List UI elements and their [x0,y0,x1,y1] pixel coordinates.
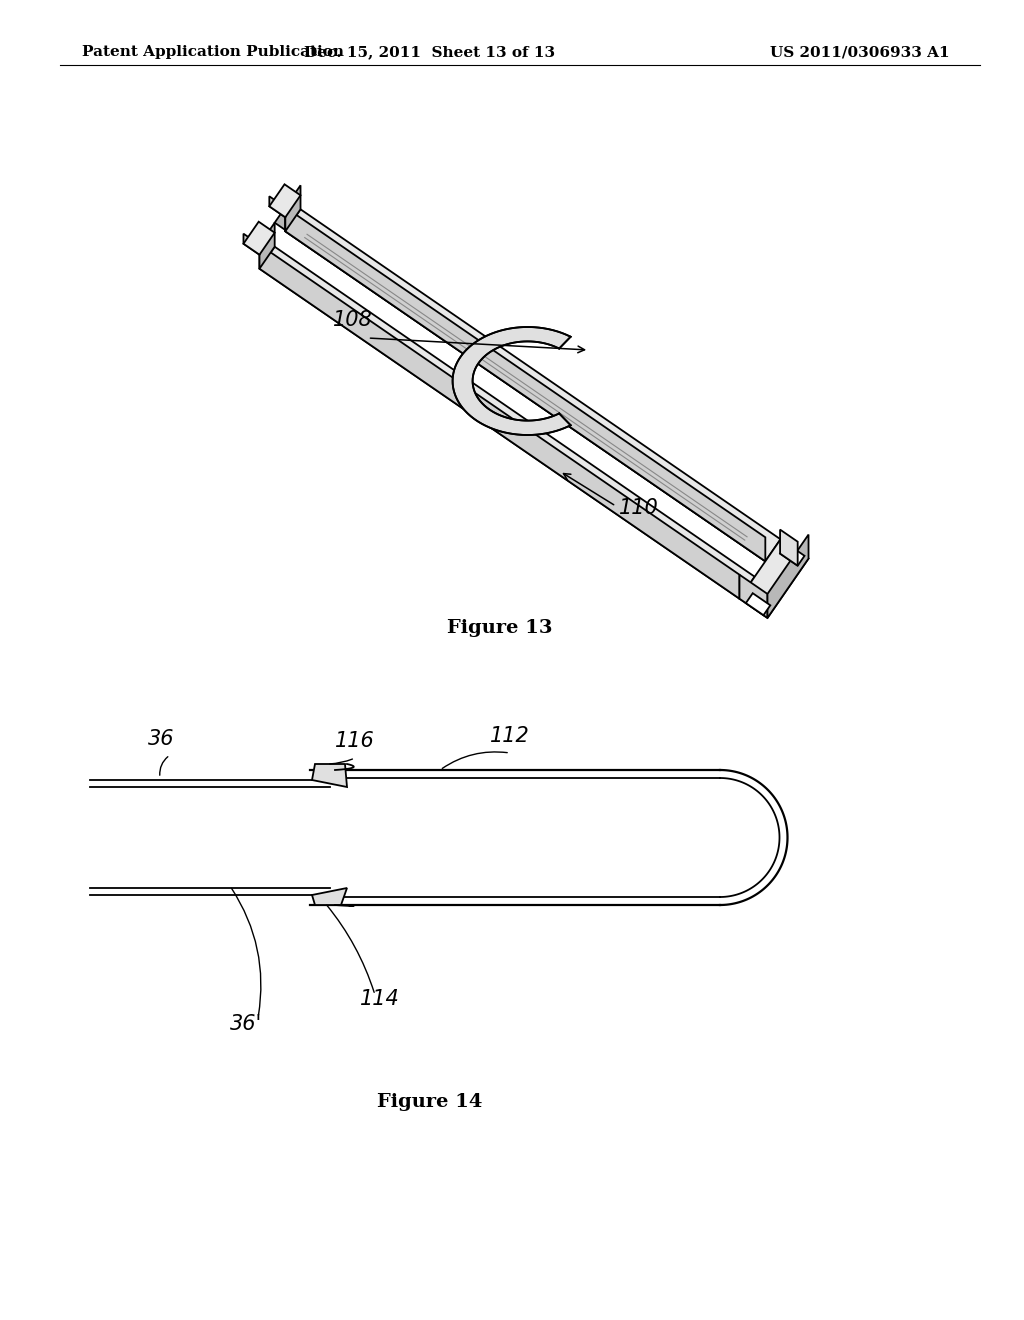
Text: 112: 112 [490,726,529,746]
Polygon shape [244,234,259,255]
Polygon shape [286,207,765,561]
Polygon shape [312,888,347,906]
Polygon shape [259,247,755,599]
Polygon shape [269,197,286,218]
Polygon shape [269,185,300,218]
Polygon shape [739,574,767,618]
Polygon shape [780,529,798,566]
Text: Figure 14: Figure 14 [377,1093,482,1111]
Polygon shape [259,223,274,269]
Polygon shape [453,327,570,436]
Text: 36': 36' [230,1014,262,1034]
Polygon shape [286,207,765,561]
Polygon shape [244,222,274,255]
Polygon shape [767,535,809,618]
Text: US 2011/0306933 A1: US 2011/0306933 A1 [770,45,950,59]
Polygon shape [259,244,739,599]
Polygon shape [312,764,347,787]
Text: Patent Application Publication: Patent Application Publication [82,45,344,59]
Polygon shape [745,593,770,615]
Text: 36: 36 [148,729,174,748]
Text: Dec. 15, 2011  Sheet 13 of 13: Dec. 15, 2011 Sheet 13 of 13 [304,45,556,59]
Text: Figure 13: Figure 13 [447,619,553,638]
Polygon shape [780,544,805,566]
Text: 116: 116 [335,731,375,751]
Polygon shape [739,540,809,618]
Text: 114: 114 [360,989,399,1008]
Polygon shape [286,185,300,231]
Polygon shape [286,210,780,561]
Text: 108: 108 [333,310,373,330]
Text: 110: 110 [620,498,658,519]
Polygon shape [274,207,765,553]
